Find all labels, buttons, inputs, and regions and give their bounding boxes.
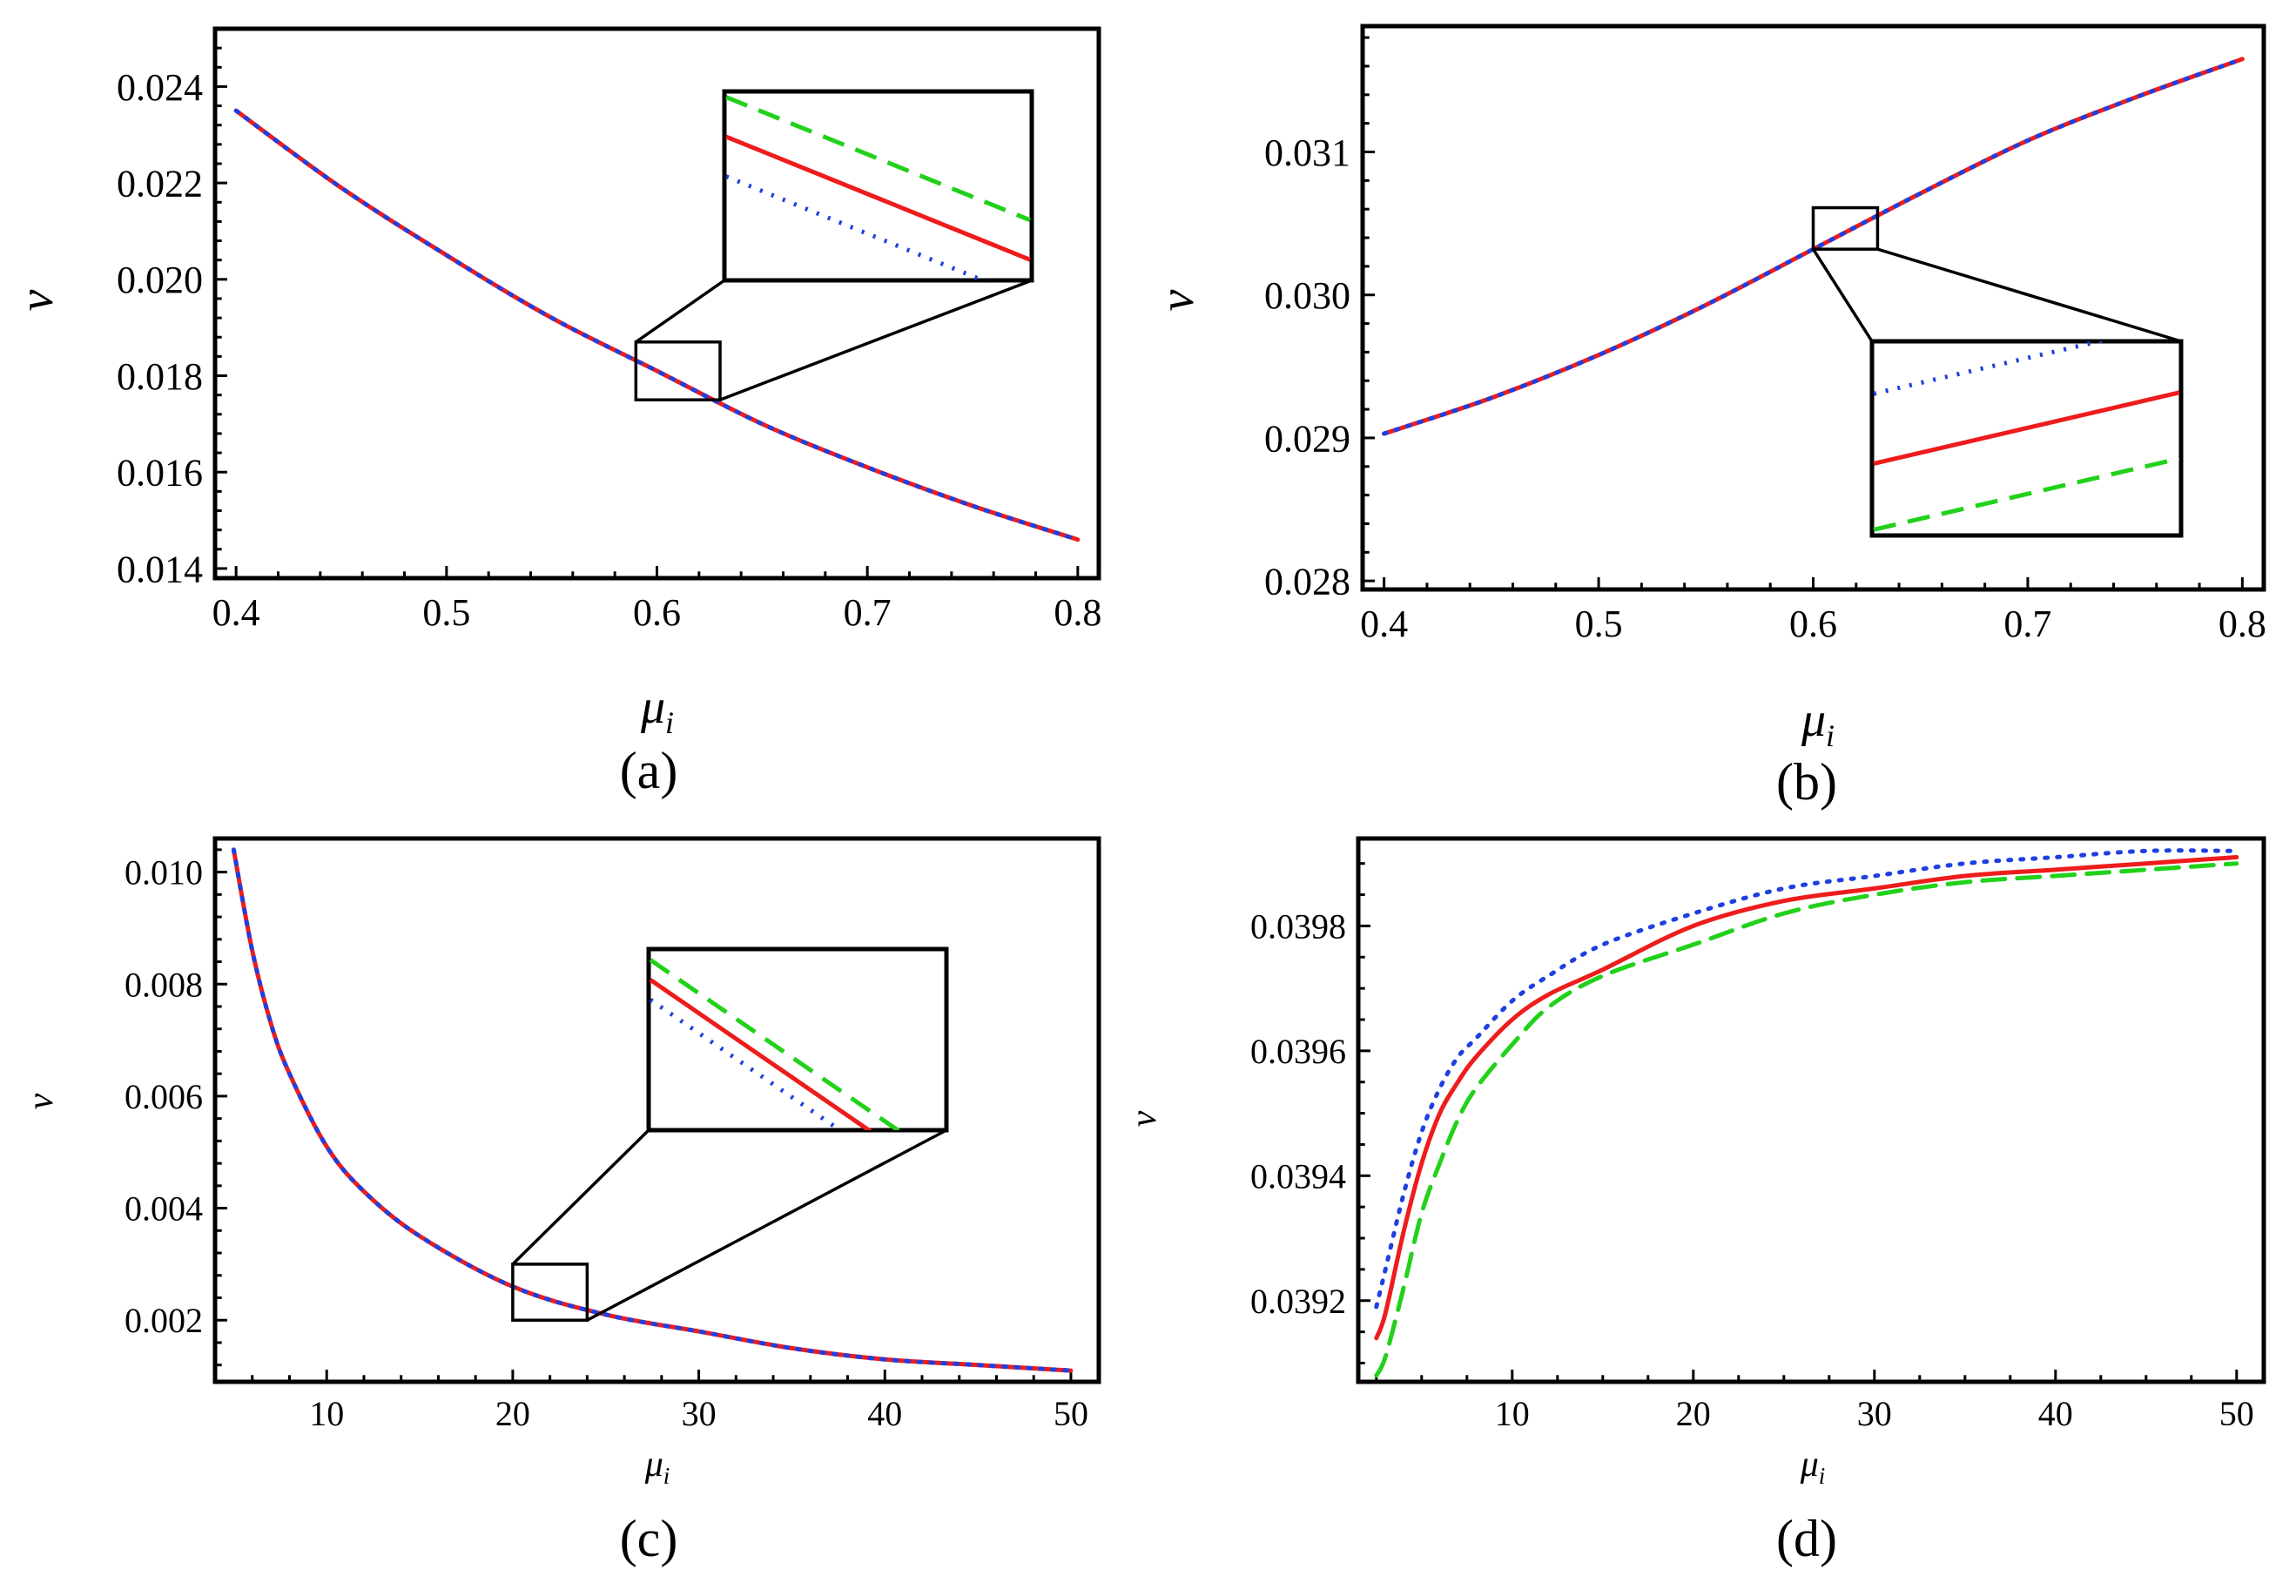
plot-frame [212, 26, 1101, 581]
x-tick-label: 0.6 [633, 591, 681, 634]
x-tick-label: 40 [867, 1394, 902, 1433]
x-tick-label: 0.5 [1575, 603, 1623, 645]
inset-line-red-solid [1873, 390, 2180, 466]
series-line-red-solid [1374, 855, 2239, 1341]
zoom-connector [1812, 248, 1874, 342]
chart-panel-c: 10 20 30 40 50 0.002 0.004 0.006 0.008 0.010 ν μi (c… [21, 836, 1101, 1567]
x-axis-label: μi [640, 680, 674, 740]
y-tick-label: 0.002 [125, 1301, 203, 1340]
y-tick-label: 0.028 [1264, 561, 1350, 603]
y-tick-label: 0.014 [117, 548, 203, 590]
y-tick-label: 0.024 [117, 66, 203, 109]
inset-line-red-solid [725, 134, 1031, 262]
y-tick-label: 0.006 [125, 1077, 203, 1116]
x-axis-label: μi [1800, 1444, 1826, 1489]
x-tick-label: 0.4 [212, 591, 260, 634]
inset-line-green-dashed [725, 95, 1031, 223]
panel-caption: (d) [1776, 1510, 1837, 1567]
x-tick-label: 50 [1054, 1394, 1088, 1433]
series-line-green-dashed [1374, 861, 2239, 1378]
series-group [233, 108, 1081, 542]
series-line-blue-dotted [1374, 848, 2239, 1310]
x-tick-label: 20 [1676, 1394, 1711, 1433]
series-line-blue-dotted [231, 847, 1074, 1373]
zoom-connector [719, 279, 1033, 401]
y-tick-label: 0.018 [117, 355, 203, 398]
x-tick-label: 10 [1495, 1394, 1530, 1433]
zoom-connector [635, 279, 725, 344]
x-tick-label: 0.7 [844, 591, 892, 634]
chart-panel-a: 0.4 0.5 0.6 0.7 0.8 0.014 0.016 0.018 0.020 0.022… [10, 26, 1101, 799]
x-tick-label: 40 [2038, 1394, 2073, 1433]
y-axis-label: ν [10, 289, 64, 311]
inset-frame [646, 946, 949, 1133]
zoom-connector [586, 1128, 947, 1322]
y-tick-label: 0.020 [117, 259, 203, 301]
inset-line-green-dashed [649, 958, 902, 1130]
plot-frame [1356, 836, 2266, 1384]
series-line-blue-dotted [233, 108, 1081, 542]
plot-frame [1360, 24, 2266, 592]
x-tick-label: 50 [2219, 1394, 2254, 1433]
chart-panel-b: 0.4 0.5 0.6 0.7 0.8 0.028 0.029 0.030 0.031 ν μi(b… [1150, 24, 2266, 811]
y-tick-label: 0.0398 [1250, 906, 1346, 946]
y-tick-label: 0.029 [1264, 417, 1350, 460]
y-axis-label: ν [21, 1093, 61, 1109]
x-tick-label: 0.7 [2003, 603, 2051, 645]
inset-frame [1869, 339, 2184, 538]
y-tick-label: 0.030 [1264, 274, 1350, 317]
x-tick-label: 30 [682, 1394, 717, 1433]
chart-panel-d: 10 20 30 40 50 0.0392 0.0394 0.0396 0.0398 ν μi (d) [1124, 836, 2266, 1567]
x-axis-label: μi [1801, 693, 1835, 753]
plot-frame [212, 836, 1101, 1384]
x-tick-label: 20 [495, 1394, 530, 1433]
x-tick-label: 30 [1857, 1394, 1892, 1433]
x-tick-label: 0.5 [422, 591, 470, 634]
y-tick-label: 0.008 [125, 965, 203, 1004]
zoom-connector [511, 1128, 650, 1266]
zoom-box [1811, 205, 1880, 251]
series-group [231, 847, 1074, 1373]
series-group [1374, 848, 2239, 1378]
y-tick-label: 0.022 [117, 163, 203, 205]
x-tick-label: 0.8 [1054, 591, 1101, 634]
zoom-box [634, 340, 722, 401]
y-axis-label: ν [1150, 289, 1204, 311]
y-tick-label: 0.0394 [1250, 1156, 1346, 1195]
y-tick-label: 0.0392 [1250, 1282, 1346, 1321]
y-tick-label: 0.016 [117, 452, 203, 495]
panel-caption: (c) [620, 1510, 678, 1567]
inset-frame [722, 89, 1034, 283]
x-tick-label: 10 [309, 1394, 344, 1433]
inset-line-green-dashed [1873, 456, 2180, 532]
x-tick-label: 0.6 [1789, 603, 1837, 645]
panel-caption: (b) [1776, 753, 1837, 811]
y-axis-label: ν [1124, 1110, 1164, 1127]
x-axis-label: μi [644, 1444, 670, 1489]
axis-ticks [1358, 862, 2239, 1382]
zoom-box [511, 1263, 589, 1322]
inset-line-red-solid [649, 978, 873, 1130]
y-tick-label: 0.031 [1264, 131, 1350, 174]
y-tick-label: 0.0396 [1250, 1032, 1346, 1071]
y-tick-label: 0.004 [125, 1189, 203, 1229]
y-tick-label: 0.010 [125, 853, 203, 892]
panel-caption: (a) [620, 742, 678, 799]
x-tick-label: 0.8 [2219, 603, 2266, 645]
x-tick-label: 0.4 [1360, 603, 1408, 645]
zoom-connector [1876, 247, 2182, 343]
